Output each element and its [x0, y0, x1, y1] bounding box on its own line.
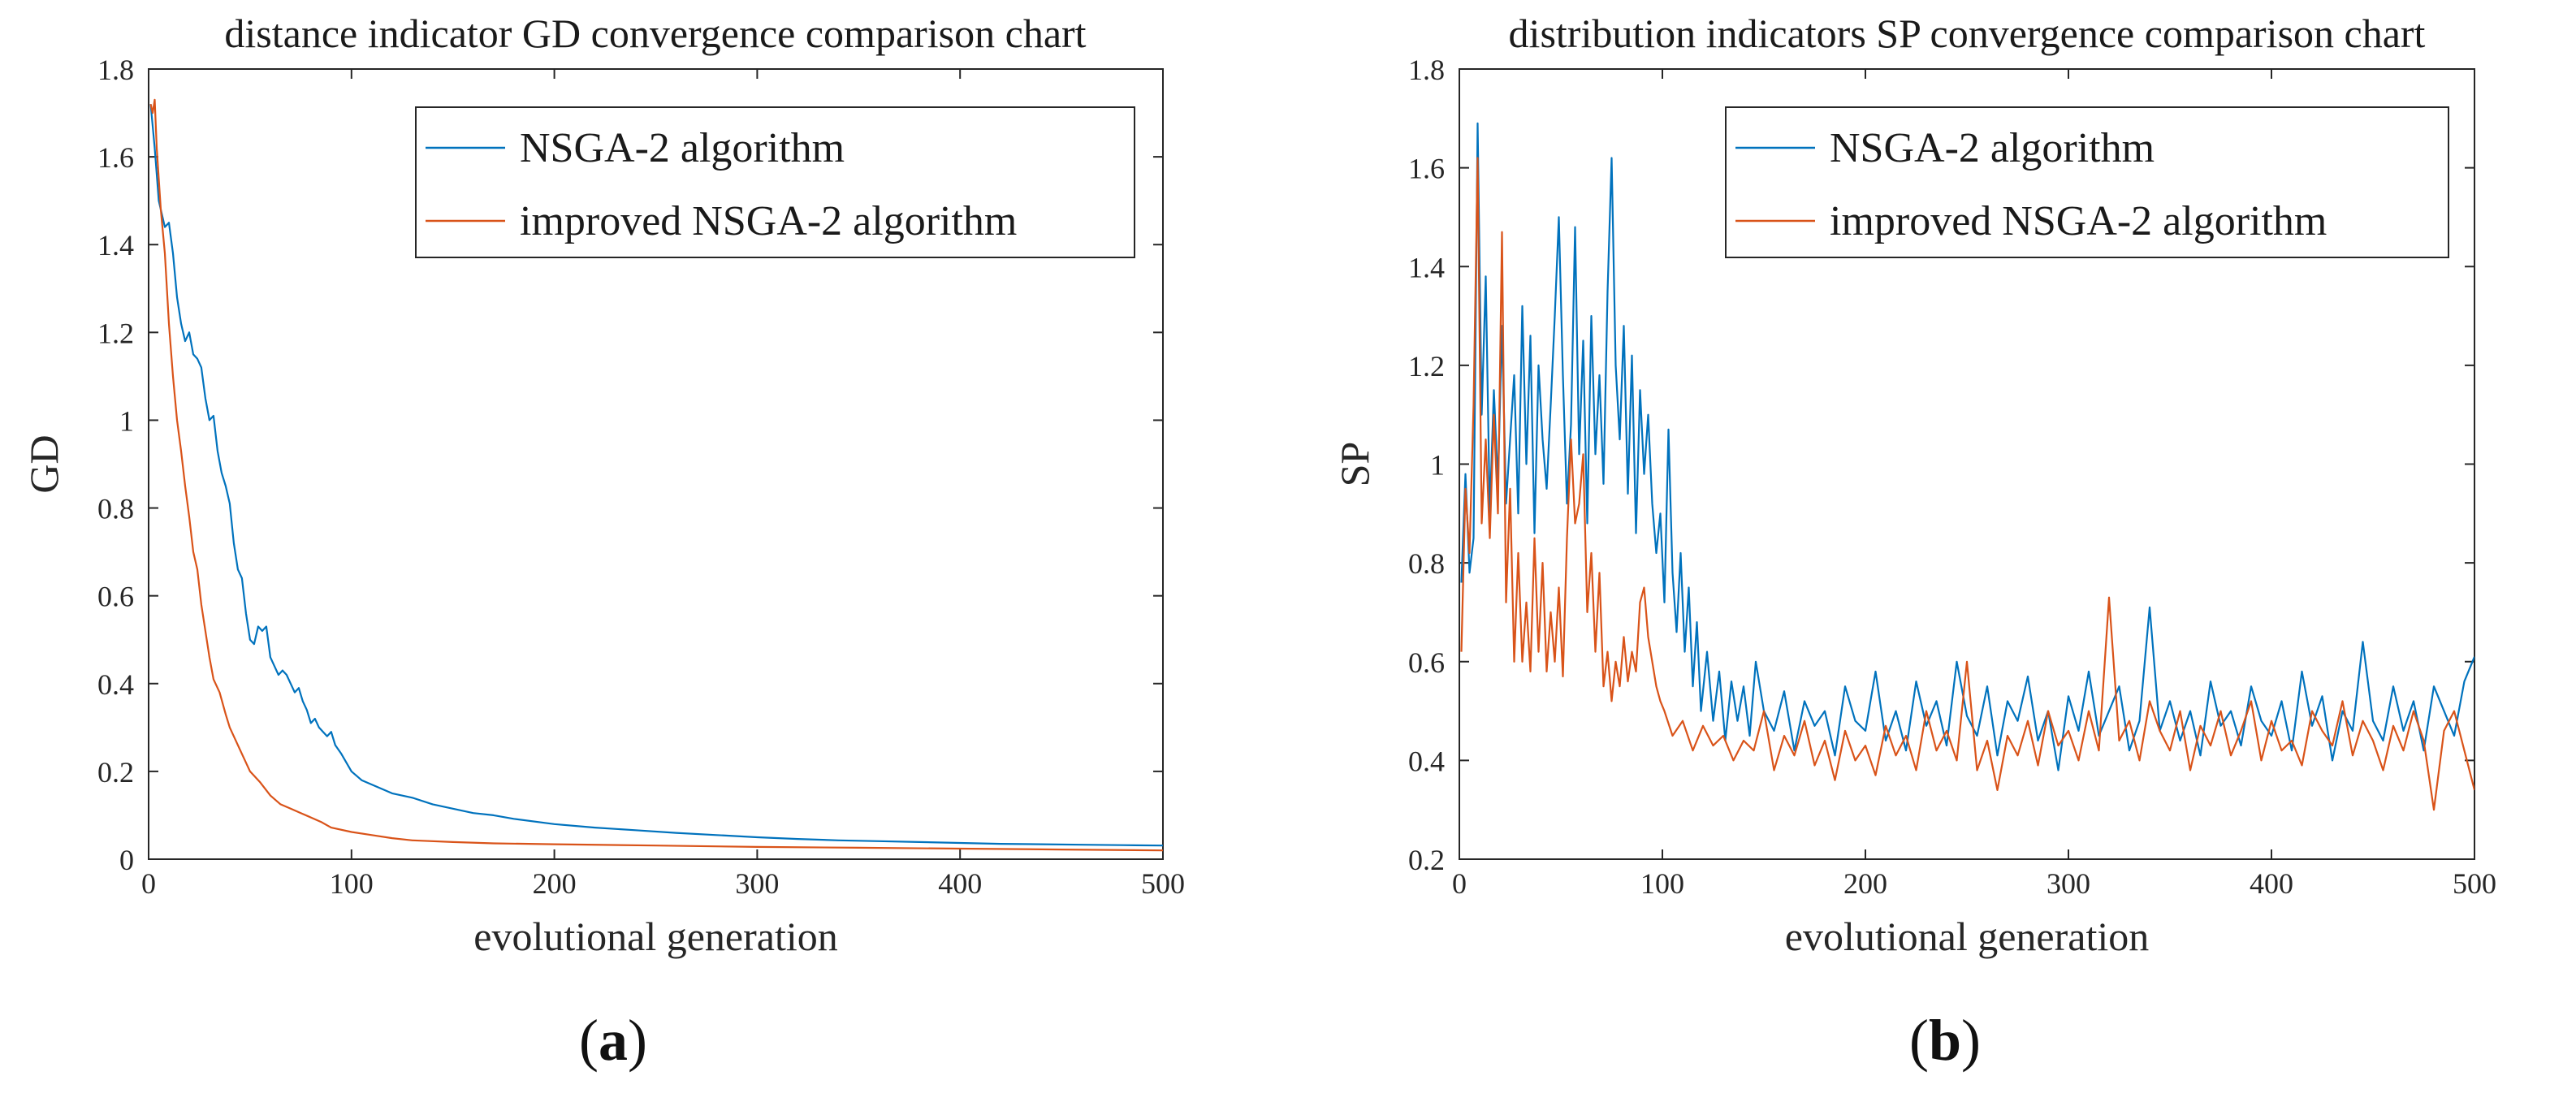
legend-box [1725, 106, 2449, 258]
y-tick-label: 0.2 [97, 756, 134, 789]
legend-label: NSGA-2 algorithm [520, 125, 845, 171]
y-tick-label: 1 [1430, 449, 1445, 482]
panel-label-letter: b [1929, 1008, 1961, 1073]
x-tick-label: 0 [1452, 867, 1467, 900]
chart-title: distance indicator GD convergence compar… [224, 11, 1086, 56]
panel-label-letter: a [599, 1008, 628, 1073]
y-axis-label: SP [1332, 442, 1377, 487]
legend-label: improved NSGA-2 algorithm [1830, 198, 2327, 244]
panel-label-open: ( [1909, 1008, 1929, 1073]
chart-title: distribution indicators SP convergence c… [1509, 11, 2426, 56]
series-line-improved-nsga2 [149, 98, 1163, 852]
y-tick-label: 0.4 [1408, 745, 1445, 777]
y-tick-label: 1.4 [1408, 251, 1445, 283]
series-line-improved-nsga2 [1460, 157, 2474, 811]
x-axis-label: evolutional generation [473, 914, 837, 959]
series-line-nsga2 [149, 104, 1163, 847]
plot-area-frame [148, 68, 1164, 860]
x-tick-label: 500 [2453, 867, 2496, 900]
x-tick-label: 200 [1843, 867, 1887, 900]
x-tick-label: 400 [938, 867, 982, 900]
x-tick-label: 100 [330, 867, 374, 900]
legend: NSGA-2 algorithm improved NSGA-2 algorith… [1725, 106, 2449, 258]
x-tick-label: 300 [735, 867, 779, 900]
x-tick-label: 100 [1640, 867, 1684, 900]
y-tick-label: 0.6 [97, 581, 134, 613]
chart-panel-b: distribution indicators SP convergence c… [1332, 11, 2496, 1073]
panel-label: (b) [1909, 1008, 1981, 1073]
x-tick-label: 0 [141, 867, 156, 900]
y-tick-label: 0.8 [1408, 547, 1445, 580]
y-tick-label: 1.2 [1408, 350, 1445, 382]
panel-label-close: ) [628, 1008, 647, 1073]
y-axis-label: GD [21, 434, 67, 493]
x-tick-label: 500 [1141, 867, 1185, 900]
y-tick-label: 0.2 [1408, 844, 1445, 876]
x-axis-label: evolutional generation [1785, 914, 2149, 959]
x-tick-label: 200 [533, 867, 577, 900]
y-tick-label: 0.4 [97, 668, 134, 701]
y-tick-label: 1.6 [97, 141, 134, 174]
legend-label: improved NSGA-2 algorithm [520, 198, 1017, 244]
y-tick-label: 1.2 [97, 317, 134, 349]
y-tick-label: 1.8 [1408, 54, 1445, 86]
chart-panel-a: distance indicator GD convergence compar… [21, 11, 1185, 1073]
y-tick-label: 1.4 [97, 229, 134, 261]
y-tick-label: 1.6 [1408, 153, 1445, 185]
panel-label-open: ( [579, 1008, 599, 1073]
legend-label: NSGA-2 algorithm [1830, 125, 2155, 171]
legend: NSGA-2 algorithm improved NSGA-2 algorith… [415, 106, 1135, 258]
legend-box [415, 106, 1135, 258]
y-tick-label: 1 [119, 404, 134, 437]
series-line-nsga2 [1460, 122, 2474, 771]
panel-label: (a) [579, 1008, 647, 1073]
y-tick-label: 0.8 [97, 493, 134, 525]
panel-label-close: ) [1961, 1008, 1981, 1073]
x-tick-label: 400 [2250, 867, 2293, 900]
x-tick-label: 300 [2047, 867, 2090, 900]
y-tick-label: 0 [119, 844, 134, 876]
y-tick-label: 0.6 [1408, 646, 1445, 679]
y-tick-label: 1.8 [97, 54, 134, 86]
